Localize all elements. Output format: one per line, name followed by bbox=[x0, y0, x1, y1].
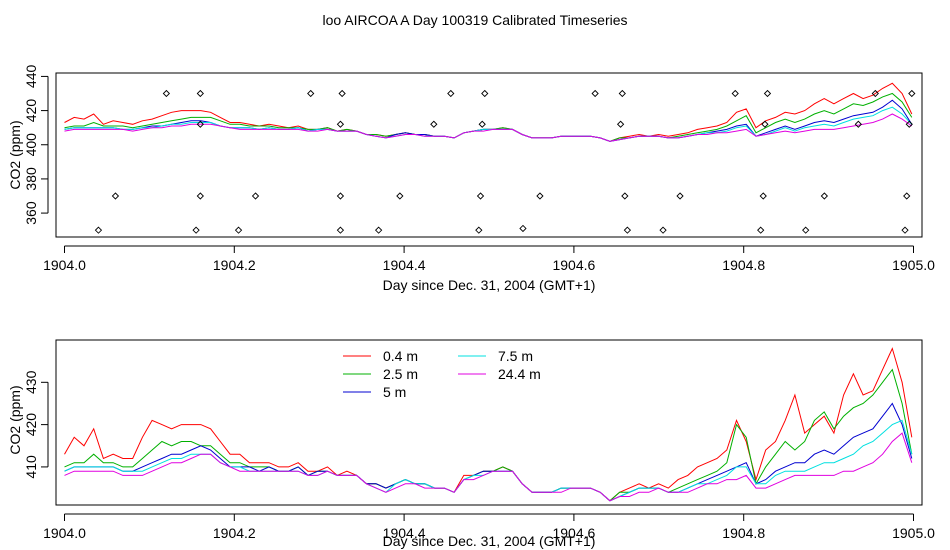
bottom-x-tick-label: 1904.6 bbox=[552, 525, 595, 541]
flag-point bbox=[820, 192, 828, 200]
flag-point bbox=[478, 120, 486, 128]
top-series-2-5-m bbox=[64, 92, 913, 142]
flag-point bbox=[591, 89, 599, 98]
top-panel: 1904.0 1904.2 1904.4 1904.6 1904.8 1905.0 360… bbox=[7, 65, 935, 293]
bottom-x-axis: 1904.0 1904.2 1904.4 1904.6 1904.8 1905.0 bbox=[43, 513, 935, 541]
flag-point bbox=[618, 89, 626, 98]
legend-label-24-4-m: 24.4 m bbox=[498, 366, 541, 382]
flag-point bbox=[519, 224, 527, 233]
bottom-series-group bbox=[64, 347, 913, 502]
flag-point bbox=[623, 226, 632, 234]
top-flag-points bbox=[94, 89, 916, 234]
flag-point bbox=[336, 192, 345, 200]
top-x-tick-label: 1904.0 bbox=[43, 257, 86, 273]
top-y-axis-label: CO2 (ppm) bbox=[7, 120, 23, 189]
top-series-0-4-m bbox=[64, 82, 913, 142]
flag-point bbox=[374, 226, 383, 234]
flag-point bbox=[854, 120, 862, 128]
flag-point bbox=[476, 192, 485, 200]
bottom-panel: 1904.0 1904.2 1904.4 1904.6 1904.8 1905.0 410… bbox=[7, 339, 935, 549]
flag-point bbox=[447, 89, 455, 98]
flag-point bbox=[162, 89, 171, 98]
flag-point bbox=[731, 89, 739, 98]
flag-point bbox=[396, 192, 404, 200]
flag-point bbox=[307, 89, 315, 98]
bottom-x-tick-label: 1904.8 bbox=[722, 525, 765, 541]
bottom-series-5-m bbox=[64, 402, 913, 502]
flag-point bbox=[336, 226, 345, 234]
flag-point bbox=[616, 120, 625, 128]
legend-label-7-5-m: 7.5 m bbox=[498, 348, 533, 364]
top-series-5-m bbox=[64, 99, 913, 142]
flag-point bbox=[234, 226, 243, 234]
top-x-tick-label: 1904.2 bbox=[213, 257, 256, 273]
legend-label-2-5-m: 2.5 m bbox=[383, 366, 418, 382]
bottom-y-tick-label: 410 bbox=[23, 455, 39, 479]
flag-point bbox=[802, 226, 810, 234]
top-x-tick-label: 1904.6 bbox=[552, 257, 595, 273]
flag-point bbox=[430, 120, 438, 128]
flag-point bbox=[94, 226, 103, 234]
flag-point bbox=[536, 192, 544, 200]
top-y-axis: 360 380 400 420 440 bbox=[23, 65, 49, 225]
flag-point bbox=[871, 89, 879, 98]
top-y-tick-label: 440 bbox=[23, 65, 39, 89]
flag-point bbox=[251, 192, 260, 200]
legend-label-0-4-m: 0.4 m bbox=[383, 348, 418, 364]
flag-point bbox=[901, 226, 909, 234]
chart-title: loo AIRCOA A Day 100319 Calibrated Times… bbox=[322, 12, 627, 28]
top-y-tick-label: 400 bbox=[23, 133, 39, 157]
bottom-series-24-4-m bbox=[64, 432, 913, 502]
flag-point bbox=[761, 120, 769, 128]
top-plot-frame bbox=[55, 72, 923, 238]
bottom-y-tick-label: 430 bbox=[23, 370, 39, 394]
flag-point bbox=[196, 192, 204, 200]
flag-point bbox=[905, 120, 913, 128]
flag-point bbox=[475, 226, 483, 234]
flag-point bbox=[338, 89, 346, 98]
flag-point bbox=[908, 89, 916, 98]
flag-point bbox=[676, 192, 684, 200]
bottom-x-tick-label: 1905.0 bbox=[892, 525, 935, 541]
bottom-y-tick-label: 420 bbox=[23, 413, 39, 437]
flag-point bbox=[757, 226, 765, 234]
top-x-axis-label: Day since Dec. 31, 2004 (GMT+1) bbox=[383, 277, 596, 293]
bottom-series-7-5-m bbox=[64, 419, 913, 502]
bottom-series-0-4-m bbox=[64, 347, 913, 502]
flag-point bbox=[196, 89, 204, 98]
bottom-x-tick-label: 1904.0 bbox=[43, 525, 86, 541]
top-x-axis: 1904.0 1904.2 1904.4 1904.6 1904.8 1905.0 bbox=[43, 245, 935, 273]
flag-point bbox=[111, 192, 120, 200]
top-x-tick-label: 1904.4 bbox=[383, 257, 426, 273]
flag-point bbox=[192, 226, 200, 234]
top-series-24-4-m bbox=[64, 113, 913, 142]
bottom-x-tick-label: 1904.2 bbox=[213, 525, 256, 541]
top-y-tick-label: 420 bbox=[23, 99, 39, 123]
top-y-tick-label: 380 bbox=[23, 167, 39, 191]
flag-point bbox=[196, 120, 204, 128]
top-x-tick-label: 1904.8 bbox=[722, 257, 765, 273]
top-series-7-5-m bbox=[64, 106, 913, 142]
bottom-y-axis-label: CO2 (ppm) bbox=[7, 385, 23, 454]
flag-point bbox=[481, 89, 489, 98]
top-series-group bbox=[64, 82, 913, 142]
legend-label-5-m: 5 m bbox=[383, 384, 406, 400]
bottom-x-axis-label: Day since Dec. 31, 2004 (GMT+1) bbox=[383, 533, 596, 549]
flag-point bbox=[759, 192, 767, 200]
legend: 0.4 m 2.5 m 5 m 7.5 m 24.4 m bbox=[343, 348, 541, 400]
top-x-tick-label: 1905.0 bbox=[892, 257, 935, 273]
flag-point bbox=[659, 226, 667, 234]
top-y-tick-label: 360 bbox=[23, 201, 39, 225]
bottom-y-axis: 410 420 430 bbox=[23, 370, 49, 479]
bottom-plot-frame bbox=[55, 339, 923, 506]
bottom-x-tick-label: 1904.4 bbox=[383, 525, 426, 541]
bottom-series-2-5-m bbox=[64, 368, 913, 502]
flag-point bbox=[621, 192, 629, 200]
flag-point bbox=[763, 89, 772, 98]
flag-point bbox=[336, 120, 345, 128]
flag-point bbox=[903, 192, 911, 200]
